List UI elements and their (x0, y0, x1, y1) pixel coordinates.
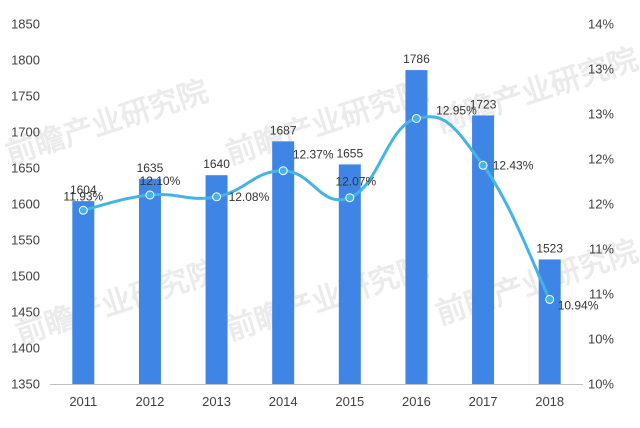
bar-value-label: 1723 (470, 97, 497, 111)
bar-value-label: 1655 (336, 146, 363, 160)
y-left-tick-label: 1700 (11, 125, 40, 140)
y-left-tick-label: 1500 (11, 269, 40, 284)
y-right-tick-label: 11% (589, 287, 614, 302)
y-right-tick-label: 12% (588, 197, 614, 212)
y-right-tick-label: 13% (588, 107, 614, 122)
line-point (478, 160, 488, 170)
line-point (345, 193, 355, 203)
line-point (411, 114, 421, 123)
y-left-tick-label: 1350 (11, 377, 40, 392)
bar (272, 141, 295, 384)
bar-value-label: 1635 (137, 161, 164, 175)
x-tick-label: 2011 (69, 394, 97, 409)
line-value-label: 11.93% (63, 189, 103, 203)
line-value-label: 12.43% (493, 158, 534, 172)
x-tick-label: 2017 (469, 394, 498, 409)
watermark-text: 前瞻产业研究院 (12, 254, 222, 351)
line-value-label: 12.07% (335, 175, 376, 189)
y-left-tick-label: 1450 (11, 305, 40, 320)
y-left-tick-label: 1750 (11, 89, 40, 104)
y-left-tick-label: 1600 (11, 197, 40, 212)
line-point (78, 205, 88, 215)
y-left-tick-label: 1850 (11, 17, 40, 32)
y-right-tick-label: 12% (588, 152, 614, 167)
bar-value-label: 1640 (203, 157, 230, 171)
line-point (145, 190, 155, 200)
watermark-text: 前瞻产业研究院 (432, 42, 640, 139)
x-tick-label: 2015 (335, 394, 364, 409)
y-right-tick-label: 10% (588, 377, 614, 392)
x-tick-label: 2016 (402, 394, 431, 409)
bar (405, 70, 428, 384)
bar (338, 164, 361, 384)
line-value-label: 12.10% (140, 174, 181, 188)
y-right-tick-label: 13% (588, 62, 614, 77)
bar (538, 259, 561, 384)
x-tick-label: 2018 (535, 394, 564, 409)
y-right-tick-label: 14% (588, 17, 614, 32)
y-left-tick-label: 1650 (11, 161, 40, 176)
bar-value-label: 1604 (70, 183, 97, 197)
bar (72, 201, 95, 384)
line-value-label: 12.08% (229, 190, 270, 204)
line-point (212, 192, 222, 202)
bar (138, 178, 161, 384)
bar (205, 175, 228, 384)
bar (472, 115, 495, 384)
line-value-label: 12.95% (436, 104, 477, 118)
line-value-label: 12.37% (293, 148, 334, 162)
bar-value-label: 1523 (536, 241, 563, 255)
y-left-tick-label: 1800 (11, 53, 40, 68)
x-tick-label: 2013 (202, 394, 231, 409)
line-point (278, 166, 288, 176)
y-left-tick-label: 1550 (11, 233, 40, 248)
x-tick-label: 2012 (135, 394, 164, 409)
y-right-tick-label: 11% (589, 242, 614, 257)
x-tick-label: 2014 (269, 394, 298, 409)
bar-value-label: 1786 (403, 52, 430, 66)
watermark-text: 前瞻产业研究院 (222, 250, 432, 347)
line-point (545, 294, 555, 304)
bar-value-label: 1687 (270, 123, 297, 137)
y-left-tick-label: 1400 (11, 341, 40, 356)
line-value-label: 10.94% (558, 298, 599, 312)
y-right-tick-label: 10% (588, 332, 614, 347)
